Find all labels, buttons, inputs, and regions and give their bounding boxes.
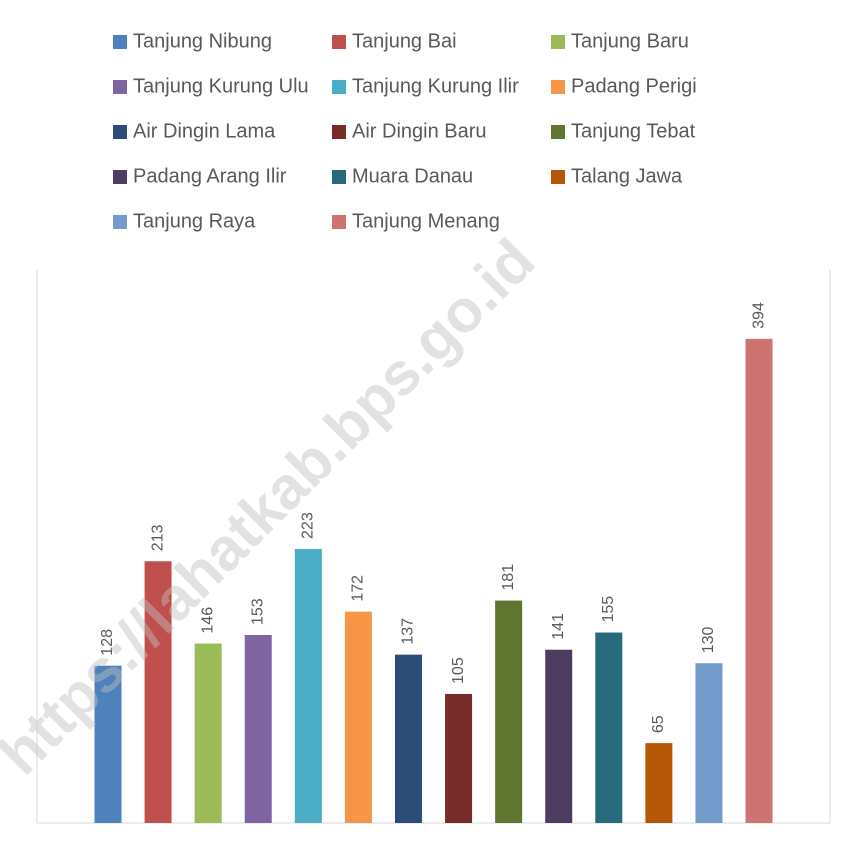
legend-label: Muara Danau: [352, 165, 473, 187]
legend-label: Tanjung Kurung Ilir: [352, 75, 519, 97]
legend-label: Talang Jawa: [571, 165, 683, 187]
legend-swatch: [332, 125, 346, 139]
legend-label: Tanjung Tebat: [571, 120, 696, 142]
legend-label: Tanjung Raya: [133, 210, 256, 232]
bar: [495, 600, 523, 823]
legend-swatch: [113, 125, 127, 139]
legend-swatch: [332, 35, 346, 49]
data-label: 137: [400, 618, 417, 645]
legend-swatch: [551, 125, 565, 139]
bar: [745, 338, 773, 823]
legend-label: Padang Arang Ilir: [133, 165, 287, 187]
bar: [394, 654, 422, 823]
legend-label: Tanjung Nibung: [133, 30, 272, 52]
data-label: 153: [249, 598, 266, 625]
data-label: 105: [450, 657, 467, 684]
data-label: 213: [149, 524, 166, 551]
data-label: 141: [550, 613, 567, 640]
legend-swatch: [113, 170, 127, 184]
legend-swatch: [113, 215, 127, 229]
bar: [194, 643, 222, 823]
bar: [695, 663, 723, 823]
legend-swatch: [113, 35, 127, 49]
legend-label: Tanjung Baru: [571, 30, 689, 52]
data-label: 181: [500, 564, 517, 591]
legend-label: Tanjung Menang: [352, 210, 500, 232]
bar: [445, 693, 473, 823]
bar: [144, 561, 172, 823]
bar: [595, 632, 623, 823]
data-label: 146: [199, 607, 216, 634]
data-label: 394: [750, 302, 767, 329]
legend-label: Air Dingin Baru: [352, 120, 487, 142]
legend-label: Tanjung Bai: [352, 30, 457, 52]
bar: [344, 611, 372, 823]
data-label: 223: [300, 512, 317, 539]
bar: [545, 649, 573, 823]
legend-swatch: [551, 170, 565, 184]
bar: [244, 634, 272, 823]
bar: [94, 665, 122, 823]
bar: [294, 548, 322, 823]
legend-label: Air Dingin Lama: [133, 120, 276, 142]
legend-swatch: [332, 170, 346, 184]
legend-label: Padang Perigi: [571, 75, 697, 97]
bar: [645, 743, 673, 823]
legend-swatch: [332, 80, 346, 94]
legend-swatch: [551, 80, 565, 94]
legend-label: Tanjung Kurung Ulu: [133, 75, 309, 97]
data-label: 130: [700, 626, 717, 653]
legend-swatch: [113, 80, 127, 94]
data-label: 65: [650, 715, 667, 733]
data-label: 172: [350, 575, 367, 602]
data-label: 155: [600, 596, 617, 623]
legend-swatch: [551, 35, 565, 49]
data-label: 128: [99, 629, 116, 656]
legend-swatch: [332, 215, 346, 229]
